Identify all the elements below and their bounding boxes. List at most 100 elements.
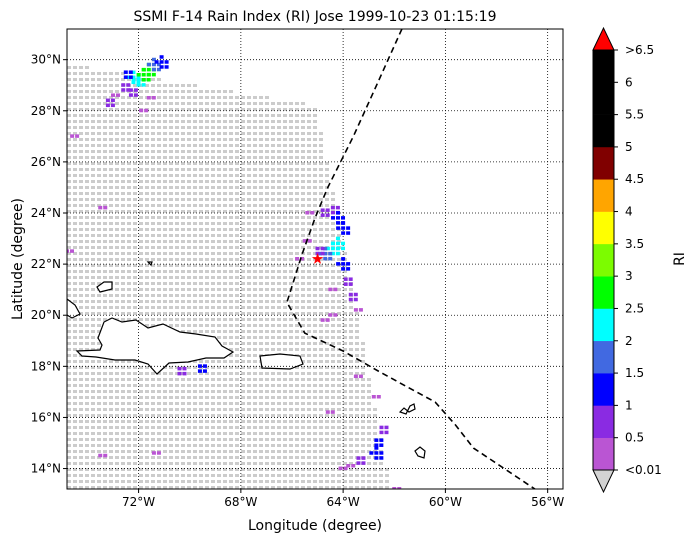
rain-sample — [305, 211, 310, 215]
storm-center-marker — [311, 253, 324, 264]
y-tick-label: 30°N — [31, 53, 61, 67]
rain-sample — [75, 134, 80, 138]
rain-sample — [159, 55, 164, 59]
rain-sample — [379, 451, 384, 455]
rain-sample — [341, 262, 346, 266]
colorbar-segment — [593, 308, 614, 342]
colorbar-tick-label: 1.5 — [625, 366, 644, 380]
rain-sample — [320, 251, 325, 256]
rain-sample — [348, 292, 353, 297]
rain-sample — [346, 262, 351, 266]
rain-sample — [105, 98, 110, 103]
rain-sample — [320, 246, 325, 251]
rain-sample — [320, 208, 325, 212]
rain-sample — [341, 246, 346, 251]
rain-sample — [330, 210, 335, 215]
rain-sample — [374, 446, 379, 450]
rain-sample — [346, 231, 351, 235]
rain-sample — [374, 443, 379, 447]
rain-sample — [121, 83, 126, 87]
rain-sample — [141, 83, 146, 87]
rain-cell — [70, 134, 80, 138]
rain-sample — [70, 249, 74, 253]
rain-sample — [98, 205, 103, 210]
rain-sample — [156, 451, 161, 455]
hispaniola-coastline — [75, 317, 235, 375]
rain-sample — [336, 221, 341, 225]
x-axis-label: Longitude (degree) — [248, 518, 382, 534]
x-tick-label: 60°W — [429, 495, 462, 509]
rain-cell — [336, 221, 351, 235]
rain-cell — [325, 410, 335, 414]
puerto-rico-coastline — [259, 353, 304, 370]
rain-sample — [151, 96, 156, 100]
rain-sample — [139, 108, 144, 113]
colorbar-segment — [593, 373, 614, 406]
colorbar-tick-label: 5.5 — [625, 108, 644, 122]
rain-sample — [341, 216, 346, 220]
rain-sample — [128, 70, 133, 74]
rain-sample — [376, 395, 381, 399]
rain-sample — [315, 246, 320, 251]
rain-cell — [146, 57, 161, 72]
rain-sample — [330, 241, 335, 246]
rain-sample — [341, 231, 346, 235]
rain-cell — [318, 246, 333, 261]
rain-sample — [336, 262, 341, 266]
rain-sample — [110, 103, 115, 108]
colorbar-tick-label: 3 — [625, 269, 633, 283]
rain-sample — [154, 60, 159, 64]
rain-sample — [341, 257, 346, 261]
rain-sample — [126, 88, 131, 92]
x-tick-label: 56°W — [531, 495, 564, 509]
rain-sample — [121, 88, 126, 92]
colorbar-tick-label: 4.5 — [625, 172, 644, 186]
rain-sample — [182, 366, 187, 371]
rain-sample — [356, 456, 361, 460]
rain-sample — [133, 93, 138, 97]
rain-sample — [159, 60, 164, 64]
rain-sample — [361, 456, 366, 460]
rain-sample — [353, 374, 358, 379]
rain-sample — [320, 318, 325, 322]
rain-cell — [302, 239, 312, 243]
rain-sample — [177, 371, 182, 376]
rain-sample — [328, 251, 333, 256]
rain-sample — [151, 62, 156, 67]
rain-sample — [164, 60, 169, 64]
rain-cell — [111, 93, 121, 97]
rain-sample — [397, 487, 402, 489]
colorbar-tick-label: 6 — [625, 75, 633, 89]
rain-sample — [110, 98, 115, 103]
rain-sample — [151, 57, 156, 62]
rain-sample — [123, 75, 128, 79]
rain-cell — [105, 98, 115, 108]
colorbar-segment — [593, 243, 614, 277]
x-axis-ticks: 72°W 68°W 64°W 60°W 56°W — [122, 489, 564, 509]
rain-sample — [348, 277, 353, 281]
rain-sample — [131, 70, 136, 75]
y-axis-ticks: 14°N 16°N 18°N 20°N 22°N 24°N 26°N 28°N 30°N — [31, 53, 67, 476]
rain-cell — [348, 292, 358, 302]
rain-sample — [341, 267, 346, 271]
rain-sample — [323, 246, 328, 251]
rain-cell — [67, 249, 74, 253]
rain-cell — [379, 425, 389, 435]
rain-cell — [98, 205, 108, 210]
rain-sample — [131, 80, 136, 85]
rain-cell — [128, 88, 138, 97]
rain-sample — [379, 430, 384, 435]
rain-sample — [325, 410, 330, 414]
coastlines — [67, 261, 426, 459]
rain-sample — [141, 67, 146, 72]
y-tick-label: 18°N — [31, 359, 61, 373]
rain-cell — [139, 108, 149, 113]
rain-sample — [336, 236, 341, 241]
colorbar-tick-label: 2.5 — [625, 301, 644, 315]
colorbar-segment — [593, 114, 614, 148]
y-tick-label: 16°N — [31, 410, 61, 424]
rain-sample — [128, 93, 133, 97]
rain-sample — [361, 461, 366, 465]
rain-sample — [197, 369, 202, 373]
rain-sample — [151, 67, 156, 72]
